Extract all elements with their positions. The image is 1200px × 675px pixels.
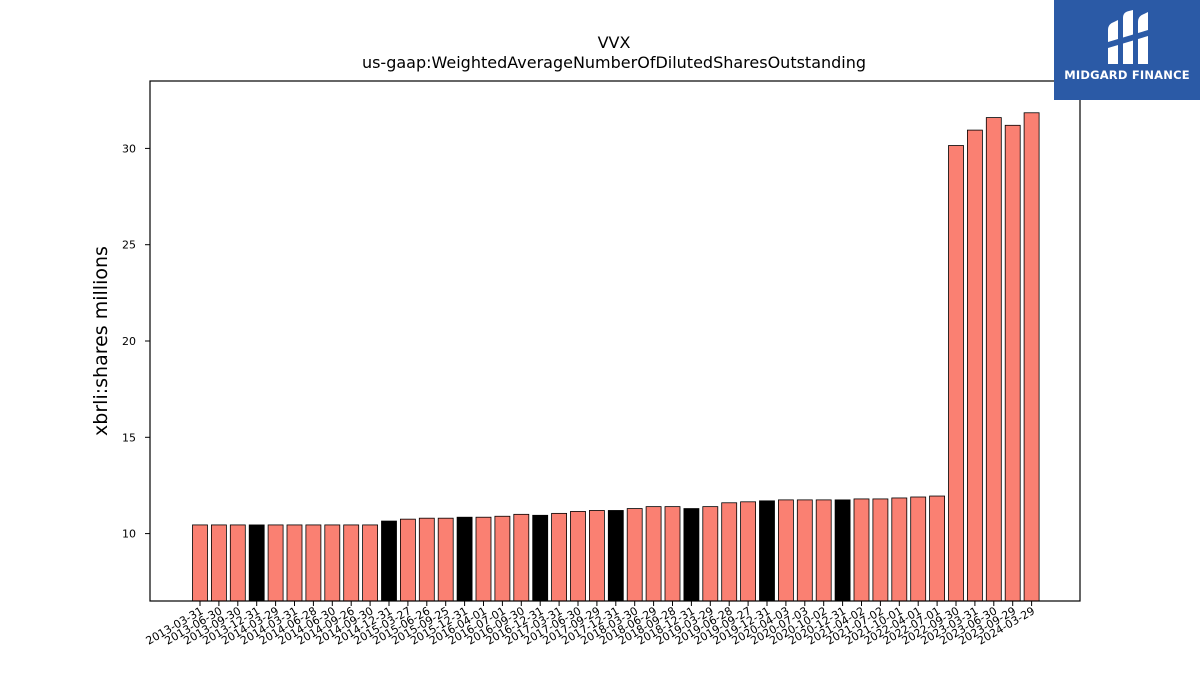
plot-frame [149,80,1081,602]
bar-2023-06-30 [985,117,1002,602]
bar-2023-09-29 [1004,124,1021,602]
bar-2022-04-01 [910,496,927,602]
bar-2017-03-31 [551,512,567,602]
bar-2015-06-26 [418,517,435,602]
bar-2019-12-31 [759,500,775,602]
bar-2022-07-01 [929,495,945,602]
y-tick-label: 10 [122,528,136,541]
y-tick-label: 20 [122,335,136,348]
bar-2015-09-25 [437,517,454,602]
midgard-logo-icon [1108,10,1148,64]
bar-2013-09-30 [229,524,246,602]
bar-2022-09-30 [948,145,964,602]
bar-2013-12-31 [248,524,265,602]
bar-2018-06-29 [645,506,662,602]
y-tick-label: 15 [122,431,136,444]
bars-group [192,112,1040,602]
bar-2019-06-28 [721,502,738,602]
x-axis-ticks: 2013-03-312013-06-302013-09-302013-12-31… [144,601,1037,648]
y-tick-label: 25 [122,239,136,252]
midgard-finance-logo: MIDGARD FINANCE [1054,0,1200,100]
bar-2014-06-30 [324,524,341,602]
bar-2021-10-01 [891,497,908,602]
bar-2017-12-31 [607,510,624,602]
bar-2013-06-30 [210,524,227,602]
bar-2020-10-02 [815,499,832,602]
bar-2016-04-01 [475,516,492,602]
chart-subtitle: us-gaap:WeightedAverageNumberOfDilutedSh… [362,53,866,72]
bar-2016-07-01 [494,515,511,602]
bar-2014-12-31 [381,520,397,602]
bar-2016-12-31 [532,514,549,602]
bar-2018-12-31 [683,508,700,602]
bar-2021-04-02 [853,498,870,602]
bar-2013-03-31 [192,524,208,602]
bar-2015-12-31 [456,516,473,602]
bar-2020-12-31 [834,499,851,602]
bar-2014-03-29 [267,524,284,602]
bar-2018-03-30 [626,508,643,602]
bar-2017-09-29 [589,510,605,602]
bar-2014-03-31 [286,524,303,602]
bar-2021-07-02 [872,498,889,602]
bar-2019-03-29 [702,506,719,602]
bar-2017-06-30 [570,511,586,602]
bar-2019-09-27 [740,501,756,602]
chart-title: VVX [598,33,631,52]
bar-2024-03-29 [1023,112,1040,602]
bar-2014-06-28 [305,524,322,602]
bar-2020-07-03 [796,499,813,602]
y-tick-label: 30 [122,142,136,155]
bar-2023-03-31 [967,129,983,602]
bar-2016-09-30 [513,513,530,602]
bar-2018-09-28 [664,506,681,602]
bar-2015-03-27 [399,518,416,602]
logo-text: MIDGARD FINANCE [1064,68,1190,82]
bar-2014-09-30 [362,524,379,602]
y-axis-label: xbrli:shares millions [90,246,112,436]
bar-2014-09-26 [343,524,360,602]
y-axis-ticks: 10 15 20 25 30 [122,142,150,541]
bar-2020-04-03 [778,499,794,602]
